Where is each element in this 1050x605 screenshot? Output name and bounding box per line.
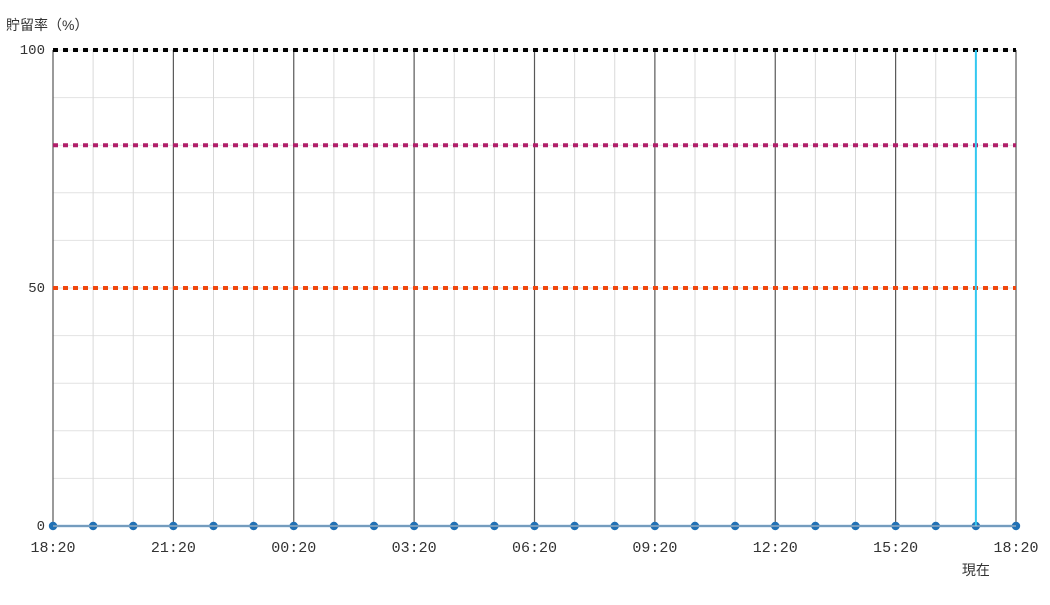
svg-text:0: 0 [37, 519, 45, 535]
svg-text:15:20: 15:20 [873, 540, 918, 557]
svg-text:03:20: 03:20 [392, 540, 437, 557]
svg-text:12:20: 12:20 [753, 540, 798, 557]
svg-text:50: 50 [28, 281, 45, 297]
svg-text:現在: 現在 [962, 562, 990, 578]
svg-text:09:20: 09:20 [632, 540, 677, 557]
svg-text:100: 100 [20, 43, 45, 59]
svg-text:21:20: 21:20 [151, 540, 196, 557]
svg-text:18:20: 18:20 [30, 540, 75, 557]
svg-text:18:20: 18:20 [993, 540, 1038, 557]
svg-text:06:20: 06:20 [512, 540, 557, 557]
svg-text:00:20: 00:20 [271, 540, 316, 557]
